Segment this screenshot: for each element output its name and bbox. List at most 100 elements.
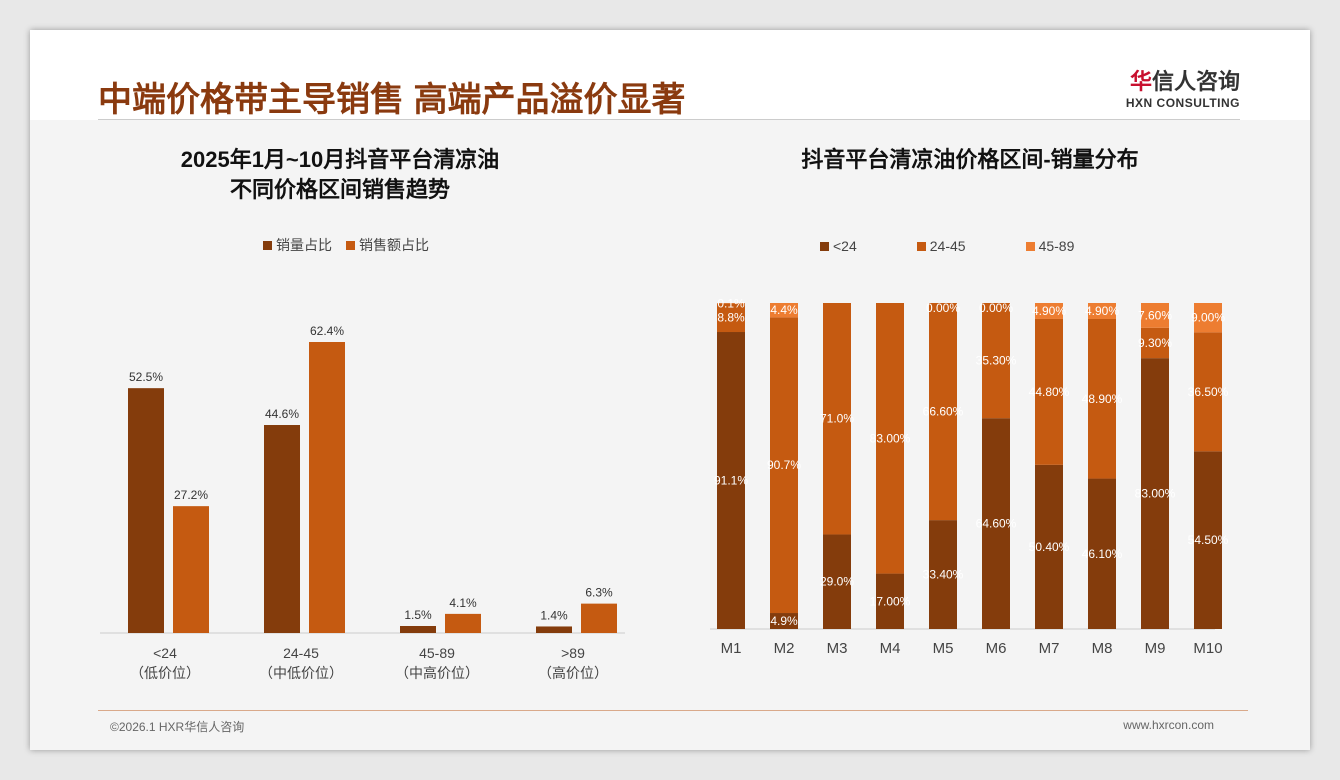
legend-label: <24 — [833, 238, 857, 254]
tick-label: M6 — [986, 640, 1007, 657]
data-label: 44.80% — [1029, 385, 1070, 399]
bar-segment — [1035, 303, 1063, 319]
bar-segment — [929, 520, 957, 629]
data-label: 27.2% — [174, 488, 208, 502]
copyright: ©2026.1 HXR华信人咨询 — [110, 720, 245, 734]
tick-label: >89 — [561, 645, 585, 661]
bar-segment — [823, 534, 851, 629]
data-label: 48.90% — [1082, 392, 1123, 406]
legend-label: 销量占比 — [276, 237, 332, 253]
tick-label: M7 — [1039, 640, 1060, 657]
data-label: 4.1% — [449, 596, 477, 610]
bar-segment — [1035, 464, 1063, 629]
data-label: 4.90% — [1032, 304, 1066, 318]
tick-label: M10 — [1193, 640, 1222, 657]
data-label: 66.60% — [923, 405, 964, 419]
legend-item: <24 — [820, 238, 857, 254]
bar-segment — [1035, 318, 1063, 465]
data-label: 83.00% — [1135, 487, 1176, 501]
data-label: 46.10% — [1082, 547, 1123, 561]
data-label: 29.0% — [820, 575, 854, 589]
data-label: 8.8% — [717, 311, 745, 325]
data-label: 54.50% — [1188, 533, 1229, 547]
data-label: 50.40% — [1029, 540, 1070, 554]
data-label: 33.40% — [923, 568, 964, 582]
tick-label: M4 — [880, 640, 901, 657]
data-label: 4.9% — [770, 614, 798, 628]
bar-segment — [876, 303, 904, 574]
logo-mark: 华 — [1129, 69, 1152, 94]
right-legend: <24 24-45 45-89 — [820, 238, 1074, 254]
left-chart-title: 2025年1月~10月抖音平台清凉油 不同价格区间销售趋势 — [120, 145, 560, 205]
left-legend: 销量占比 销售额占比 — [263, 235, 429, 255]
tick-label: 24-45 — [283, 645, 319, 661]
bar-segment — [876, 573, 904, 629]
tick-sublabel: （高价位） — [538, 665, 608, 681]
tick-label: M9 — [1145, 640, 1166, 657]
legend-item: 销售额占比 — [346, 235, 429, 255]
legend-label: 45-89 — [1038, 238, 1075, 254]
bar — [400, 626, 436, 633]
bar-segment — [770, 303, 798, 318]
divider — [98, 119, 1240, 120]
bar-segment — [982, 418, 1010, 629]
data-label: 6.3% — [585, 586, 613, 600]
data-label: 44.6% — [265, 407, 299, 421]
logo-en: HXN CONSULTING — [1125, 96, 1240, 110]
legend-item: 45-89 — [1025, 238, 1075, 254]
bar-segment — [717, 303, 745, 333]
data-label: 17.00% — [870, 594, 911, 608]
legend-item: 销量占比 — [263, 235, 332, 255]
bar-segment — [1088, 478, 1116, 629]
data-label: 9.30% — [1138, 336, 1172, 350]
bar — [128, 388, 164, 633]
tick-label: M5 — [933, 640, 954, 657]
data-label: 52.5% — [129, 370, 163, 384]
tick-sublabel: （中高价位） — [395, 665, 479, 681]
bar-segment — [1194, 303, 1222, 333]
logo: 华信人咨询 HXN CONSULTING — [1126, 64, 1240, 110]
tick-sublabel: （中低价位） — [259, 665, 343, 681]
tick-sublabel: （低价位） — [130, 665, 200, 681]
data-label: 0.1% — [717, 297, 745, 311]
left-title-line2: 不同价格区间销售趋势 — [229, 177, 450, 202]
data-label: 1.5% — [404, 608, 432, 622]
data-label: 0.00% — [926, 301, 960, 315]
data-label: 4.4% — [770, 303, 798, 317]
data-label: 9.00% — [1191, 311, 1225, 325]
bar-segment — [929, 303, 957, 521]
bar — [536, 626, 572, 633]
tick-label: M3 — [827, 640, 848, 657]
header: 中端价格带主导销售 高端产品溢价显著 华信人咨询 HXN CONSULTING — [30, 30, 1310, 120]
data-label: 36.50% — [1188, 385, 1229, 399]
data-label: 71.0% — [820, 412, 854, 426]
data-label: 91.1% — [714, 474, 748, 488]
tick-label: M2 — [774, 640, 795, 657]
website: www.hxrcon.com — [1123, 718, 1214, 732]
data-label: 83.00% — [870, 431, 911, 445]
bar-segment — [1194, 332, 1222, 452]
logo-text: 信人咨询 — [1151, 69, 1240, 94]
tick-label: M8 — [1092, 640, 1113, 657]
slide: 中端价格带主导销售 高端产品溢价显著 华信人咨询 HXN CONSULTING … — [30, 30, 1310, 750]
tick-label: <24 — [153, 645, 177, 661]
page-title: 中端价格带主导销售 高端产品溢价显著 — [98, 81, 686, 119]
tick-label: 45-89 — [419, 645, 455, 661]
bar — [581, 603, 617, 633]
tick-label: M1 — [721, 640, 742, 657]
data-label: 90.7% — [767, 458, 801, 472]
left-chart: 52.5% 27.2% <24 （低价位） 44.6% 62.4% 24-45 （中低价位） 1… — [100, 324, 625, 681]
legend-label: 销售额占比 — [359, 237, 429, 253]
left-title-line1: 2025年1月~10月抖音平台清凉油 — [180, 147, 500, 172]
right-chart-title: 抖音平台清凉油价格区间-销量分布 — [801, 147, 1139, 172]
bar-segment — [982, 303, 1010, 419]
data-label: 4.90% — [1085, 304, 1119, 318]
data-label: 62.4% — [310, 324, 344, 338]
bar — [309, 342, 345, 633]
bar-segment — [1194, 451, 1222, 629]
bar-segment — [770, 317, 798, 614]
bar — [445, 613, 481, 633]
bar-segment — [770, 613, 798, 629]
data-label: 7.60% — [1138, 308, 1172, 322]
bar-segment — [717, 332, 745, 629]
